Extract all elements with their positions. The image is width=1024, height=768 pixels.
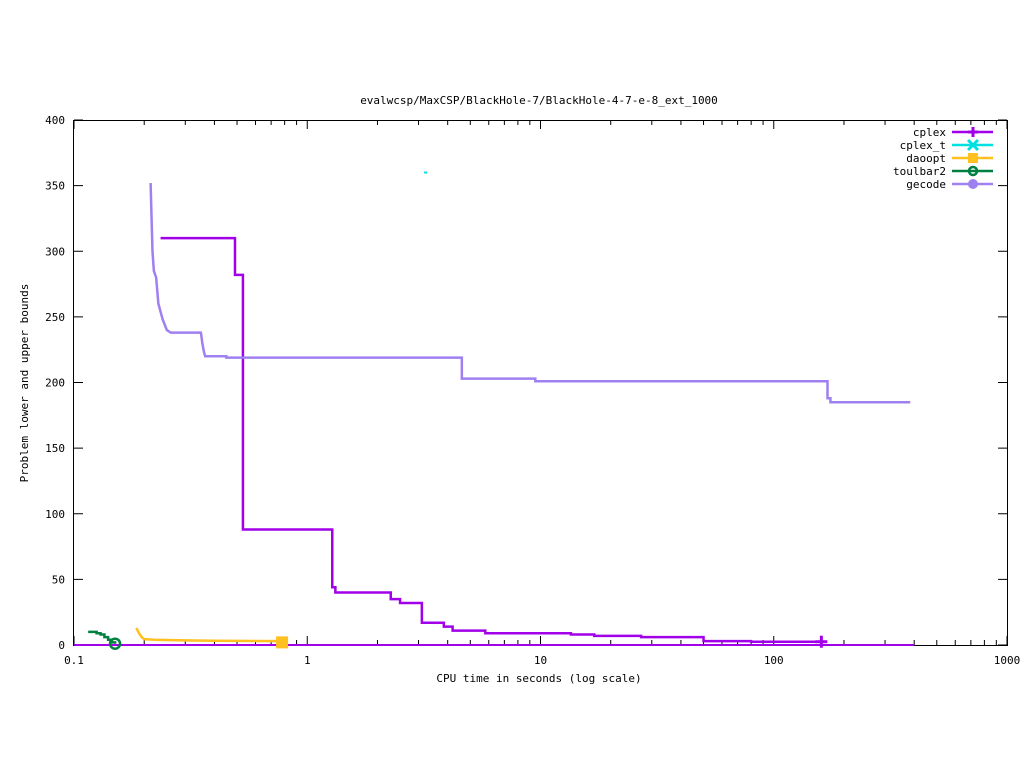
y-tick-label: 200 — [45, 377, 65, 390]
x-tick-label: 1000 — [994, 654, 1021, 667]
legend-item: gecode — [906, 178, 993, 191]
y-tick-label: 50 — [52, 573, 65, 586]
series-cplex — [74, 236, 915, 648]
series-marker — [108, 637, 122, 650]
plot-area — [73, 120, 1008, 646]
legend-item: cplex — [913, 126, 993, 139]
series-gecode — [149, 182, 911, 404]
y-tick-label: 250 — [45, 311, 65, 324]
legend-label: toulbar2 — [893, 165, 946, 178]
series-line — [160, 236, 822, 643]
chart-title: evalwcsp/MaxCSP/BlackHole-7/BlackHole-4-… — [360, 94, 718, 107]
series-point — [424, 171, 428, 174]
series-line — [135, 627, 283, 643]
series-layer — [74, 171, 915, 650]
y-tick-label: 150 — [45, 442, 65, 455]
legend-label: daoopt — [906, 152, 946, 165]
x-axis-label: CPU time in seconds (log scale) — [436, 672, 641, 685]
y-tick-label: 400 — [45, 114, 65, 127]
series-line — [88, 630, 117, 644]
marker-circle — [108, 637, 122, 650]
legend-item: toulbar2 — [893, 165, 993, 178]
x-axis: 0.1 1 10 100 1000 — [64, 120, 1020, 667]
x-tick-label: 100 — [764, 654, 784, 667]
y-tick-label: 100 — [45, 508, 65, 521]
y-axis-label: Problem lower and upper bounds — [18, 284, 31, 483]
marker-square — [276, 636, 289, 649]
series-toulbar2 — [88, 630, 122, 650]
marker-stroke — [966, 138, 980, 152]
x-tick-label: 10 — [534, 654, 547, 667]
series-daoopt — [135, 627, 289, 649]
y-tick-label: 0 — [58, 639, 65, 652]
legend-item: cplex_t — [900, 138, 993, 152]
y-axis: 0 50 100 150 200 250 300 350 400 — [45, 114, 1007, 652]
legend-item: daoopt — [906, 152, 993, 165]
marker-circle — [967, 165, 979, 177]
series-line — [149, 182, 911, 404]
series-marker — [967, 165, 979, 177]
y-tick-label: 300 — [45, 245, 65, 258]
legend-label: cplex_t — [900, 139, 946, 152]
plot-frame — [73, 120, 1008, 646]
series-marker — [966, 138, 980, 152]
series-marker — [968, 127, 978, 137]
marker-square — [968, 153, 978, 163]
legend-label: cplex — [913, 126, 946, 139]
series-marker — [968, 153, 978, 163]
series-marker — [815, 635, 828, 648]
series-cplex_t — [424, 171, 428, 174]
legend-label: gecode — [906, 178, 946, 191]
series-marker — [968, 179, 978, 189]
marker-circle — [968, 179, 978, 189]
y-tick-label: 350 — [45, 180, 65, 193]
x-tick-label: 0.1 — [64, 654, 84, 667]
x-tick-label: 1 — [304, 654, 311, 667]
series-marker — [276, 636, 289, 649]
